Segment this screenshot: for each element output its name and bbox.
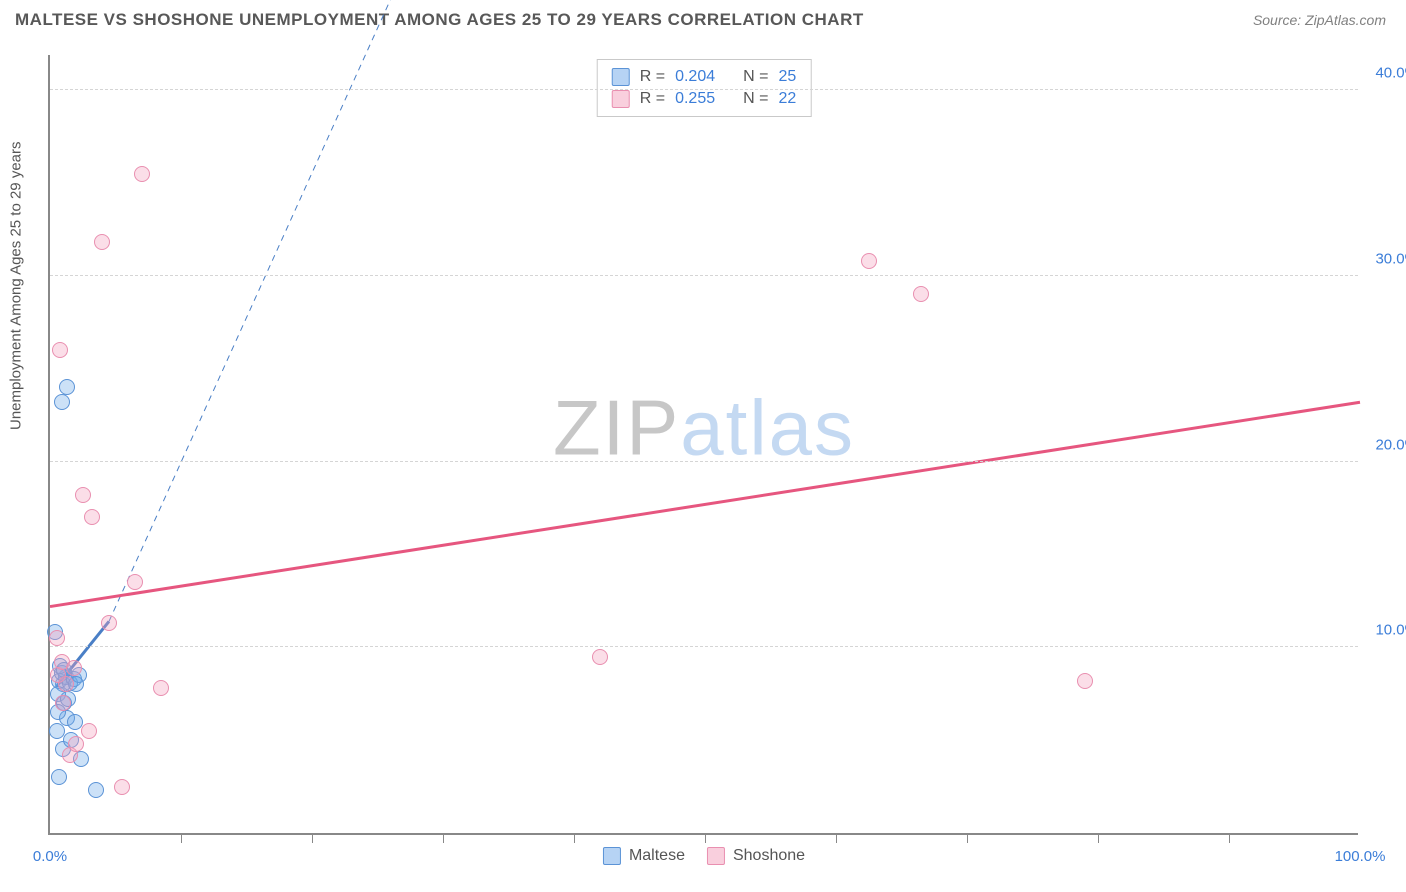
data-point	[127, 574, 143, 590]
y-tick-label: 40.0%	[1375, 65, 1406, 82]
data-point	[592, 649, 608, 665]
swatch-pink	[612, 90, 630, 108]
r-value: 0.255	[675, 90, 715, 108]
legend-row-shoshone: R = 0.255 N = 22	[612, 88, 797, 110]
y-tick-label: 30.0%	[1375, 250, 1406, 267]
swatch-blue	[603, 847, 621, 865]
trend-lines	[50, 55, 1358, 833]
data-point	[88, 782, 104, 798]
data-point	[68, 736, 84, 752]
data-point	[913, 286, 929, 302]
data-point	[94, 234, 110, 250]
gridline	[50, 646, 1358, 647]
x-tick	[443, 833, 444, 843]
legend-item-maltese: Maltese	[603, 847, 685, 865]
data-point	[58, 676, 74, 692]
legend-label: Shoshone	[733, 847, 805, 865]
data-point	[67, 714, 83, 730]
x-tick	[312, 833, 313, 843]
x-tick	[574, 833, 575, 843]
gridline	[50, 275, 1358, 276]
data-point	[51, 769, 67, 785]
y-tick-label: 20.0%	[1375, 436, 1406, 453]
swatch-blue	[612, 68, 630, 86]
x-tick	[1098, 833, 1099, 843]
scatter-chart: ZIPatlas R = 0.204 N = 25 R = 0.255 N = …	[48, 55, 1358, 835]
data-point	[1077, 673, 1093, 689]
x-tick	[705, 833, 706, 843]
legend-label: Maltese	[629, 847, 685, 865]
data-point	[134, 166, 150, 182]
data-point	[861, 253, 877, 269]
correlation-legend: R = 0.204 N = 25 R = 0.255 N = 22	[597, 59, 812, 117]
n-label: N =	[743, 68, 768, 86]
data-point	[153, 680, 169, 696]
x-tick	[1229, 833, 1230, 843]
x-tick-label: 0.0%	[33, 848, 67, 865]
data-point	[49, 723, 65, 739]
n-label: N =	[743, 90, 768, 108]
gridline	[50, 461, 1358, 462]
x-tick	[967, 833, 968, 843]
y-tick-label: 10.0%	[1375, 622, 1406, 639]
data-point	[59, 379, 75, 395]
data-point	[54, 394, 70, 410]
data-point	[66, 660, 82, 676]
legend-row-maltese: R = 0.204 N = 25	[612, 66, 797, 88]
data-point	[55, 695, 71, 711]
swatch-pink	[707, 847, 725, 865]
data-point	[52, 342, 68, 358]
n-value: 25	[778, 68, 796, 86]
data-point	[81, 723, 97, 739]
data-point	[84, 509, 100, 525]
gridline	[50, 89, 1358, 90]
chart-title: MALTESE VS SHOSHONE UNEMPLOYMENT AMONG A…	[15, 10, 864, 30]
r-value: 0.204	[675, 68, 715, 86]
x-tick	[181, 833, 182, 843]
data-point	[49, 630, 65, 646]
r-label: R =	[640, 90, 665, 108]
x-tick-label: 100.0%	[1335, 848, 1386, 865]
data-point	[101, 615, 117, 631]
x-tick	[836, 833, 837, 843]
n-value: 22	[778, 90, 796, 108]
series-legend: Maltese Shoshone	[603, 847, 805, 865]
data-point	[114, 779, 130, 795]
r-label: R =	[640, 68, 665, 86]
legend-item-shoshone: Shoshone	[707, 847, 805, 865]
data-point	[75, 487, 91, 503]
source-attribution: Source: ZipAtlas.com	[1253, 12, 1386, 28]
y-axis-label: Unemployment Among Ages 25 to 29 years	[8, 141, 25, 430]
